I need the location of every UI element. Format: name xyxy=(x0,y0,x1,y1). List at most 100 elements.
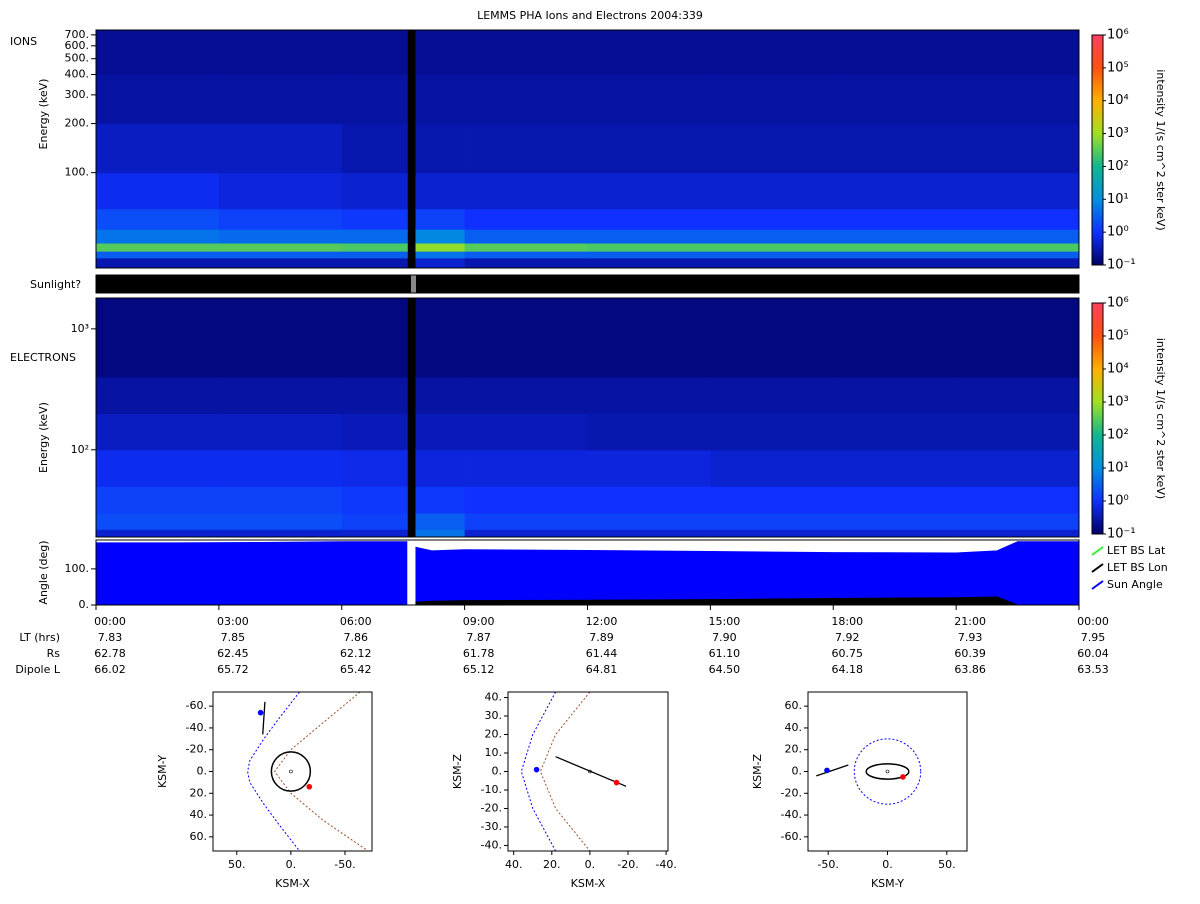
heat-cell xyxy=(96,486,220,514)
y-axis-label: Angle (deg) xyxy=(37,540,50,604)
heat-cell xyxy=(415,449,466,487)
plot-area xyxy=(520,692,627,851)
y-tick-label: 10. xyxy=(485,746,503,759)
heat-cell xyxy=(587,449,711,487)
ephemeris-value: 63.86 xyxy=(954,663,986,676)
heat-cell xyxy=(464,376,588,414)
x-tick-label: 50. xyxy=(228,858,246,871)
x-axis-label: KSM-X xyxy=(275,877,310,890)
orbit-point xyxy=(824,767,830,774)
heat-cell xyxy=(833,513,957,530)
heat-cell xyxy=(587,229,711,244)
ephemeris-value: 62.45 xyxy=(217,647,249,660)
heat-cell xyxy=(956,376,1080,414)
heat-cell xyxy=(710,449,834,487)
heat-cell xyxy=(710,513,834,530)
ephemeris-value: 60.04 xyxy=(1077,647,1109,660)
heat-cell xyxy=(96,529,220,538)
heat-cell xyxy=(415,257,466,269)
y-tick-label: 30. xyxy=(485,709,503,722)
heat-cell xyxy=(464,123,588,174)
ephemeris-value: 66.02 xyxy=(94,663,126,676)
heat-cell xyxy=(341,30,408,76)
heat-cell xyxy=(341,486,408,514)
x-tick-label: 03:00 xyxy=(217,615,249,628)
heat-cell xyxy=(710,243,834,252)
plot-area xyxy=(816,738,922,805)
ephemeris-value: 60.75 xyxy=(832,647,864,660)
x-tick-label: -40. xyxy=(655,858,676,871)
heat-cell xyxy=(96,74,220,125)
heat-cell xyxy=(956,208,1080,230)
series-line xyxy=(96,541,1079,554)
colorbar-tick-label: 10⁴ xyxy=(1107,93,1129,108)
heat-cell xyxy=(341,513,408,530)
y-tick-label: -20. xyxy=(481,801,502,814)
ephemeris-value: 7.92 xyxy=(835,631,860,644)
y-axis-label: KSM-Y xyxy=(156,755,169,788)
area-fill xyxy=(96,541,1079,605)
heat-cell xyxy=(833,229,957,244)
heat-cell xyxy=(956,413,1080,451)
heat-cell xyxy=(96,413,220,451)
heat-cell xyxy=(833,298,957,378)
ephemeris-value: 63.53 xyxy=(1077,663,1109,676)
heat-cell xyxy=(341,172,408,210)
colorbar-tick-label: 10² xyxy=(1107,428,1129,443)
ephemeris-label: LT (hrs) xyxy=(19,631,60,644)
heat-cell xyxy=(710,298,834,378)
y-tick-label: -10. xyxy=(481,783,502,796)
heat-cell xyxy=(341,257,408,269)
heat-cell xyxy=(833,172,957,210)
heat-cell xyxy=(833,208,957,230)
x-tick-label: 06:00 xyxy=(340,615,372,628)
orbit-curve xyxy=(274,692,367,851)
heat-cell xyxy=(833,449,957,487)
ephemeris-value: 61.78 xyxy=(463,647,495,660)
ephemeris-value: 61.10 xyxy=(709,647,741,660)
heat-cell xyxy=(415,413,466,451)
heat-cell xyxy=(587,513,711,530)
y-tick-label: -20. xyxy=(186,743,207,756)
heat-cell xyxy=(710,74,834,125)
heat-cell xyxy=(464,257,588,269)
ephemeris-value: 7.93 xyxy=(958,631,983,644)
heat-cell xyxy=(218,529,343,538)
heat-cell xyxy=(341,449,408,487)
heat-cell xyxy=(415,172,466,210)
heat-cell xyxy=(464,243,588,252)
colorbar-tick-label: 10⁴ xyxy=(1107,362,1129,377)
heat-cell xyxy=(956,229,1080,244)
y-tick-label: 500. xyxy=(65,52,90,65)
heat-cell xyxy=(587,486,711,514)
heat-cell xyxy=(218,298,343,378)
heat-cell xyxy=(415,298,466,378)
orbit-curve xyxy=(247,692,300,851)
heat-cell xyxy=(415,229,466,244)
ephemeris-value: 60.39 xyxy=(954,647,986,660)
heat-cell xyxy=(464,229,588,244)
ephemeris-value: 7.95 xyxy=(1081,631,1106,644)
x-tick-label: 00:00 xyxy=(94,615,126,628)
heat-cell xyxy=(587,376,711,414)
y-tick-label: 20. xyxy=(785,743,803,756)
colorbar-tick-label: 10⁵ xyxy=(1107,60,1129,75)
x-tick-label: 21:00 xyxy=(954,615,986,628)
heat-cell xyxy=(587,298,711,378)
y-tick-label: -40. xyxy=(781,808,802,821)
heat-cell xyxy=(956,257,1080,269)
panel-label: ELECTRONS xyxy=(10,351,76,364)
heat-cell xyxy=(218,513,343,530)
heat-cell xyxy=(96,257,220,269)
heat-cell xyxy=(833,30,957,76)
sunlight-gap xyxy=(411,275,416,293)
ephemeris-value: 64.50 xyxy=(709,663,741,676)
heat-cell xyxy=(96,30,220,76)
heat-cell xyxy=(218,229,343,244)
heat-cell xyxy=(710,529,834,538)
plot-frame xyxy=(507,691,669,852)
y-tick-label: -60. xyxy=(186,699,207,712)
y-tick-label: 300. xyxy=(65,88,90,101)
y-tick-label: 100. xyxy=(65,562,90,575)
heat-cell xyxy=(956,30,1080,76)
